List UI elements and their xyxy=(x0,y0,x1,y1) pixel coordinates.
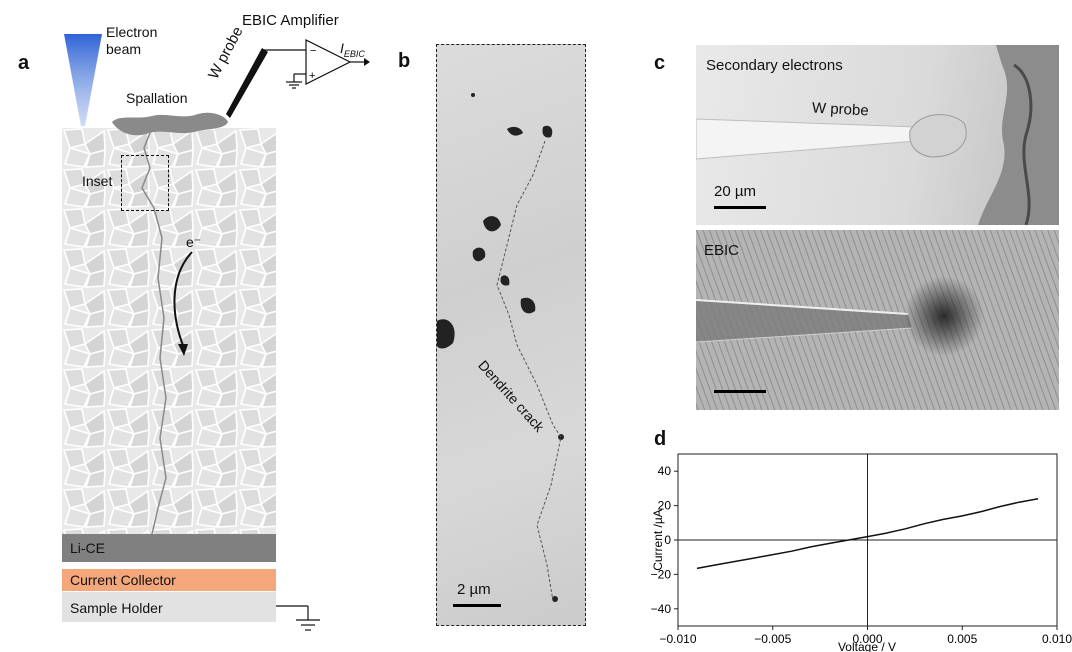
y-tick-label: 20 xyxy=(658,499,672,513)
amplifier-schematic: − + xyxy=(264,39,370,89)
x-tick-label: 0.005 xyxy=(947,632,977,646)
ebic-label: EBIC xyxy=(704,242,740,259)
se-label: Secondary electrons xyxy=(706,57,843,74)
y-tick-label: −20 xyxy=(651,567,672,581)
panel-b-micrograph: Dendrite crack 2 µm xyxy=(436,44,586,626)
y-tick-label: 0 xyxy=(664,533,671,547)
se-probe-label: W probe xyxy=(811,99,870,120)
y-tick-label: −40 xyxy=(651,602,672,616)
spallation-label: Spallation xyxy=(126,90,188,106)
panel-c-secondary-electrons: Secondary electrons W probe 20 µm xyxy=(696,45,1059,225)
layer-sample-holder: Sample Holder xyxy=(62,592,276,622)
layer-li-ce: Li-CE xyxy=(62,534,276,562)
inset-box xyxy=(121,155,169,211)
w-probe-icon xyxy=(226,48,268,118)
electron-label: e⁻ xyxy=(186,234,202,250)
panel-label-b: b xyxy=(398,50,411,72)
x-tick-label: −0.010 xyxy=(659,632,696,646)
ebic-features xyxy=(696,230,1059,410)
svg-text:−: − xyxy=(310,45,316,57)
micrograph-features xyxy=(437,93,564,602)
layer-current-collector: Current Collector xyxy=(62,569,276,591)
electron-beam-label: Electron beam xyxy=(106,24,158,57)
iv-series-line xyxy=(696,497,1039,570)
scale-bar-label-c: 20 µm xyxy=(714,183,756,200)
grain-texture xyxy=(62,128,276,534)
panel-label-d: d xyxy=(654,428,667,450)
panel-label-a: a xyxy=(18,52,30,74)
panel-c-ebic: EBIC xyxy=(696,230,1059,410)
electrolyte-grains xyxy=(62,128,276,534)
x-tick-label: −0.005 xyxy=(754,632,791,646)
y-tick-label: 40 xyxy=(658,464,672,478)
y-axis-label: Current /µA xyxy=(651,509,665,571)
x-axis-label: Voltage / V xyxy=(838,640,896,652)
scale-bar-b xyxy=(453,604,501,607)
electron-beam-icon xyxy=(64,34,102,126)
svg-text:+: + xyxy=(309,70,315,82)
x-tick-label: 0.000 xyxy=(852,632,882,646)
inset-label: Inset xyxy=(82,173,113,189)
panel-label-c: c xyxy=(654,52,666,74)
se-features xyxy=(696,45,1059,225)
scale-bar-label-b: 2 µm xyxy=(457,581,491,598)
spallation-shape xyxy=(112,112,228,136)
electron-path-arrow xyxy=(173,251,193,356)
scale-bar-ebic xyxy=(714,390,766,393)
ebic-current-label: IEBIC xyxy=(340,40,365,59)
scale-bar-c xyxy=(714,206,766,209)
amplifier-label: EBIC Amplifier xyxy=(242,12,339,29)
ground-icon xyxy=(276,605,320,631)
x-tick-label: 0.010 xyxy=(1042,632,1072,646)
